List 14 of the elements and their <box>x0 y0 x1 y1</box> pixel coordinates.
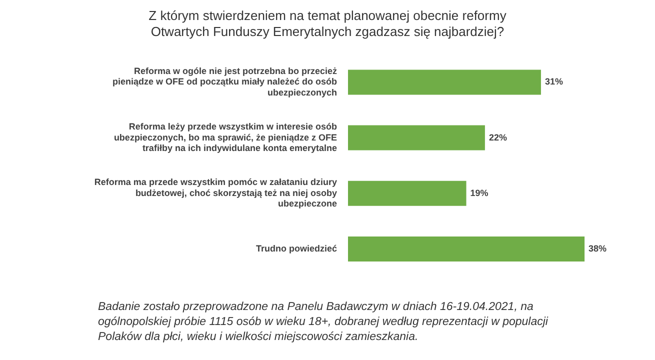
y-tick-label: Trudno powiedzieć <box>256 243 337 254</box>
data-label: 19% <box>470 188 488 198</box>
chart-title: Z którym stwierdzeniem na temat planowanej obecnie reformy Otwartych Funduszy Emerytalnych zgadzasz się najbardziej? <box>148 8 508 40</box>
data-label: 31% <box>544 76 563 87</box>
bar <box>348 125 485 150</box>
text: Badanie zostało przeprowadzone na Panelu Badawczym w dniach 16-19.04.2021, na ogólnopolskiej próbie 1115 osób w wieku 18+, dobranej według reprezentacji w populacji Polaków dla płci, wieku i wielkości miejscowości zamieszkania. <box>98 300 550 345</box>
y-tick-label: Reforma w ogóle nie jest potrzebna bo przecież pieniądze w OFE od początku miały należeć do osób ubezpieczonych <box>112 66 338 98</box>
data-label: 22% <box>488 132 507 142</box>
bar <box>348 70 541 95</box>
y-tick-label: Reforma ma przede wszystkim pomóc w załataniu dziury budżetowej, choć skorzystają też na niej osoby ubezpieczone <box>94 177 337 209</box>
bar <box>348 236 585 262</box>
y-tick-label: Reforma leży przede wszystkim w interesie osób ubezpieczonych, bo ma sprawić, że pieniądze z OFE trafiłby na ich indywidulane konta emerytalne <box>114 121 338 154</box>
bar <box>348 180 466 206</box>
data-label: 38% <box>588 243 607 254</box>
